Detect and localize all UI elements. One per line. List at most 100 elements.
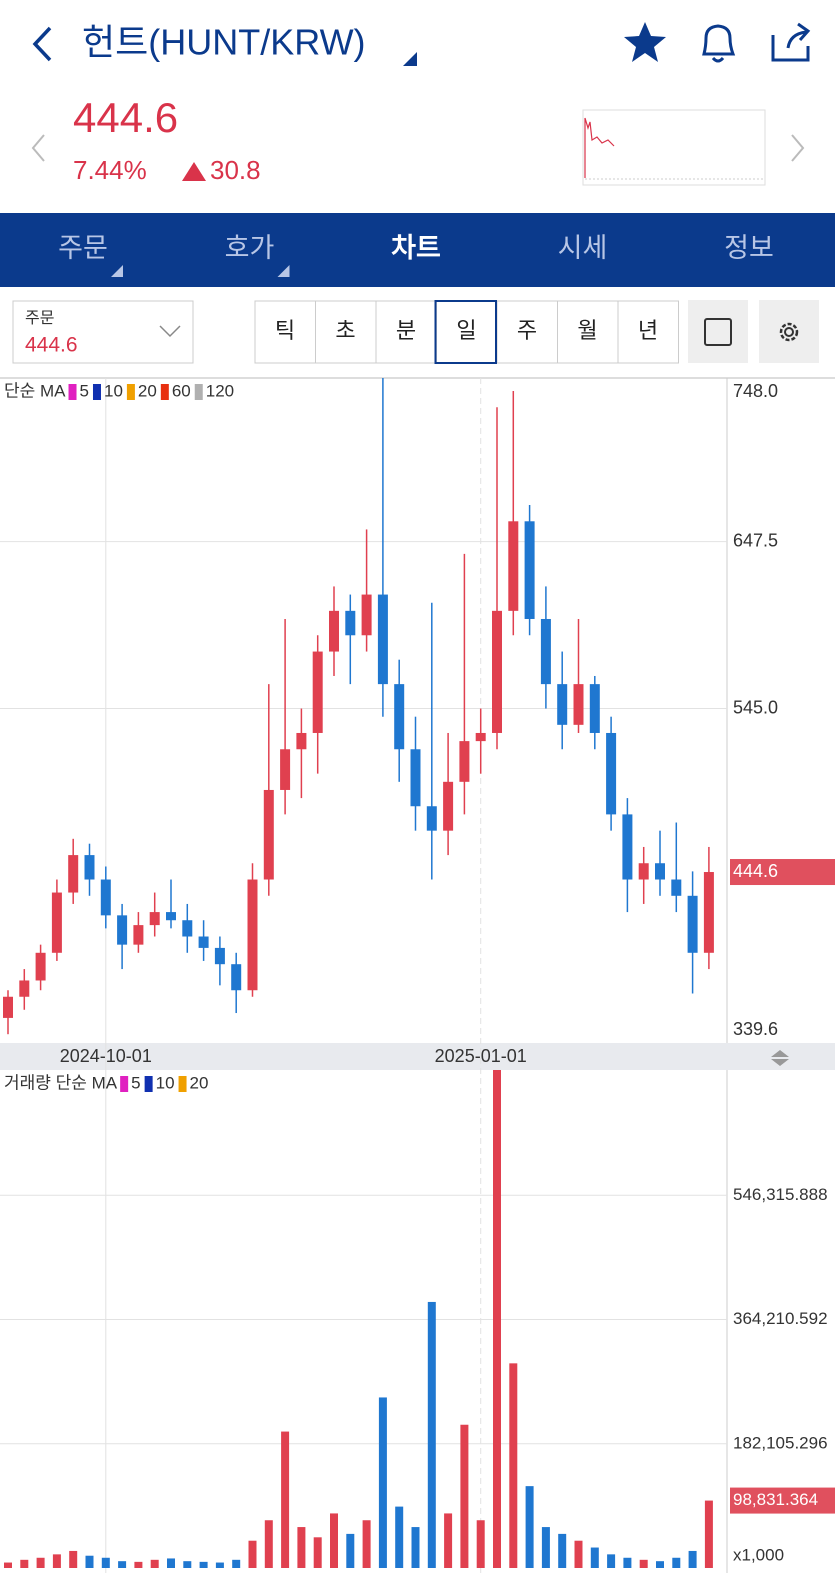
- alarm-icon[interactable]: [702, 24, 736, 63]
- period-label: 분: [396, 318, 416, 343]
- last-price-box: [730, 859, 835, 886]
- candle-body: [312, 651, 323, 733]
- volume-bar: [134, 1561, 143, 1568]
- tab-bar: [0, 213, 835, 287]
- candle-body: [361, 594, 372, 636]
- candle-body: [35, 952, 46, 981]
- candle-body: [51, 892, 62, 953]
- period-label: 틱: [275, 318, 295, 343]
- legend-swatch: [126, 384, 135, 400]
- legend-swatch: [194, 384, 203, 400]
- settings-button[interactable]: [759, 300, 819, 363]
- share-icon[interactable]: [771, 22, 811, 62]
- candle-body: [508, 521, 519, 611]
- candle-body: [263, 789, 274, 880]
- legend-label: 10: [156, 1073, 175, 1092]
- legend-swatch: [92, 384, 101, 400]
- order-select[interactable]: [12, 300, 194, 364]
- candle-body: [622, 814, 633, 880]
- volume-bar: [264, 1520, 273, 1568]
- volume-bar: [656, 1561, 664, 1568]
- volume-bar: [215, 1562, 224, 1568]
- volume-bar: [313, 1537, 322, 1568]
- candle-body: [540, 618, 551, 685]
- legend-title: 거래량 단순 MA: [4, 1073, 118, 1092]
- period-button[interactable]: [375, 300, 437, 364]
- candle-body: [198, 936, 209, 948]
- prev-arrow[interactable]: [31, 134, 45, 162]
- volume-bar: [346, 1533, 355, 1568]
- period-label: 초: [335, 318, 355, 343]
- next-arrow[interactable]: [791, 134, 805, 162]
- period-button[interactable]: [617, 300, 679, 364]
- candle-body: [19, 980, 30, 997]
- volume-bar: [248, 1540, 257, 1568]
- candle-body: [214, 947, 225, 965]
- tab-dropdown: [111, 265, 123, 277]
- volume-bar: [672, 1557, 681, 1568]
- order-value: 444.6: [25, 334, 78, 357]
- title-dropdown[interactable]: [403, 52, 417, 66]
- tab[interactable]: 주문: [58, 233, 108, 263]
- volume-bar: [476, 1520, 485, 1568]
- tab[interactable]: 호가: [225, 233, 275, 263]
- candle-body: [475, 732, 486, 742]
- tab[interactable]: 정보: [724, 233, 774, 263]
- period-label: 월: [577, 318, 597, 343]
- volume-bar: [36, 1557, 45, 1568]
- volume-bar: [395, 1506, 404, 1568]
- candle-body: [345, 610, 356, 636]
- volume-bar: [688, 1550, 697, 1568]
- tab[interactable]: 차트: [391, 233, 441, 263]
- volume-bar: [509, 1363, 518, 1568]
- candle-body: [247, 879, 258, 991]
- candle-body: [231, 964, 242, 991]
- last-volume-label: 98,831.364: [733, 1490, 818, 1509]
- candle-body: [100, 879, 111, 916]
- order-label: 주문: [25, 310, 54, 327]
- y-tick-label: 748.0: [733, 381, 778, 401]
- volume-bar: [232, 1559, 241, 1568]
- x-tick-label: 2025-01-01: [435, 1046, 527, 1066]
- period-label: 주: [517, 318, 537, 343]
- candle-body: [557, 684, 568, 725]
- volume-bar: [167, 1558, 175, 1568]
- legend-label: 60: [172, 381, 191, 400]
- draw-button[interactable]: [688, 300, 748, 363]
- favorite-icon[interactable]: [624, 22, 666, 62]
- volume-bar: [297, 1527, 306, 1568]
- period-button[interactable]: [315, 300, 377, 364]
- candle-body: [443, 781, 454, 831]
- volume-bar: [52, 1554, 61, 1568]
- volume-bar: [493, 1070, 501, 1568]
- title: 헌트(HUNT/KRW): [82, 22, 366, 63]
- resize-handle[interactable]: [771, 1050, 789, 1066]
- period-button[interactable]: [557, 300, 619, 364]
- settings-icon: [779, 322, 799, 342]
- candle-body: [133, 925, 144, 945]
- y-tick-label: 339.6: [733, 1019, 778, 1039]
- price: 444.6: [73, 94, 178, 141]
- change-value: 30.8: [210, 155, 261, 185]
- candle-body: [68, 855, 79, 893]
- volume-bar: [199, 1561, 208, 1568]
- candle-body: [459, 741, 470, 782]
- volume-bar: [444, 1513, 453, 1568]
- last-volume-box: [730, 1487, 835, 1514]
- candle-body: [394, 684, 405, 750]
- candle-body: [280, 749, 291, 790]
- volume-bar: [704, 1500, 713, 1568]
- legend-label: 5: [80, 381, 89, 400]
- period-label: 일: [456, 318, 476, 343]
- candle-body: [296, 732, 307, 750]
- candle-body: [524, 521, 535, 619]
- back-button[interactable]: [32, 26, 52, 62]
- candle-body: [638, 863, 649, 880]
- tab[interactable]: 시세: [558, 233, 608, 263]
- volume-bar: [4, 1562, 12, 1568]
- mini-chart-line: [584, 117, 615, 178]
- legend-title: 단순 MA: [4, 381, 66, 400]
- volume-bar: [574, 1540, 583, 1568]
- volume-bar: [607, 1554, 616, 1568]
- volume-bar: [183, 1561, 192, 1568]
